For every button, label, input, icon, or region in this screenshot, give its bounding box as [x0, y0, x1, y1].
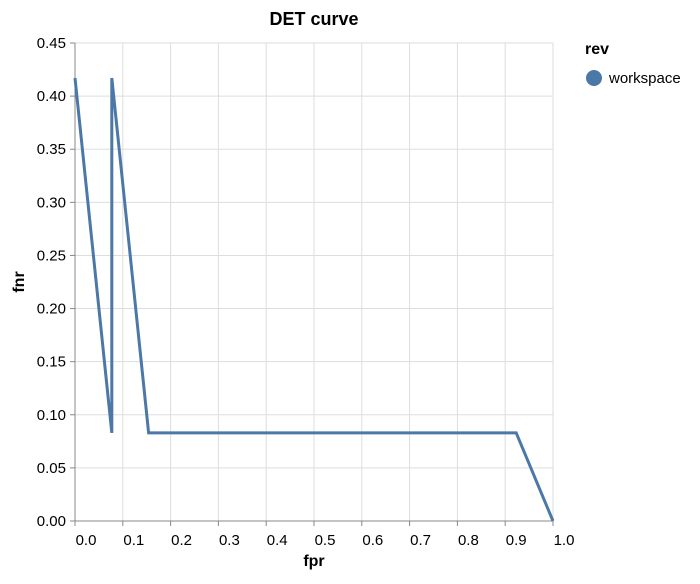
y-axis-ticks: 0.00 0.05 0.10 0.15 0.20 0.25 0.30 0.35 0.40 0.45	[37, 35, 75, 530]
y-tick-label: 0.35	[37, 141, 66, 158]
x-tick-label: 0.6	[362, 532, 383, 549]
y-tick-label: 0.40	[37, 88, 66, 105]
legend-label: workspace	[608, 70, 681, 87]
x-tick-label: 0.8	[458, 532, 479, 549]
legend-items: workspace	[586, 70, 681, 87]
x-tick-label: 0.3	[219, 532, 240, 549]
grid-lines	[74, 42, 554, 522]
x-tick-label: 0.4	[267, 532, 288, 549]
x-tick-label: 1.0	[554, 532, 575, 549]
x-tick-label: 0.9	[506, 532, 527, 549]
y-tick-label: 0.30	[37, 194, 66, 211]
y-axis-label: fnr	[11, 271, 28, 292]
legend: rev workspace	[585, 41, 681, 87]
x-tick-label: 0.7	[410, 532, 431, 549]
y-tick-label: 0.10	[37, 407, 66, 424]
series-group	[73, 77, 555, 522]
y-tick-label: 0.00	[37, 513, 66, 530]
x-axis-ticks: 0.0 0.1 0.2 0.3 0.4 0.5 0.6 0.7 0.8 0.9 1.0	[74, 521, 575, 549]
x-tick-label: 0.2	[171, 532, 192, 549]
y-tick-label: 0.25	[37, 247, 66, 264]
series-line-workspace	[73, 77, 555, 522]
x-tick-label: 0.5	[315, 532, 336, 549]
y-tick-label: 0.15	[37, 354, 66, 371]
x-tick-label: 0.0	[76, 532, 97, 549]
x-tick-label: 0.1	[123, 532, 144, 549]
x-axis-label: fpr	[303, 553, 324, 570]
legend-title: rev	[585, 41, 609, 58]
y-tick-label: 0.20	[37, 301, 66, 318]
legend-symbol	[586, 70, 602, 86]
y-tick-label: 0.45	[37, 35, 66, 52]
chart-title: DET curve	[269, 9, 358, 29]
y-tick-label: 0.05	[37, 460, 66, 477]
